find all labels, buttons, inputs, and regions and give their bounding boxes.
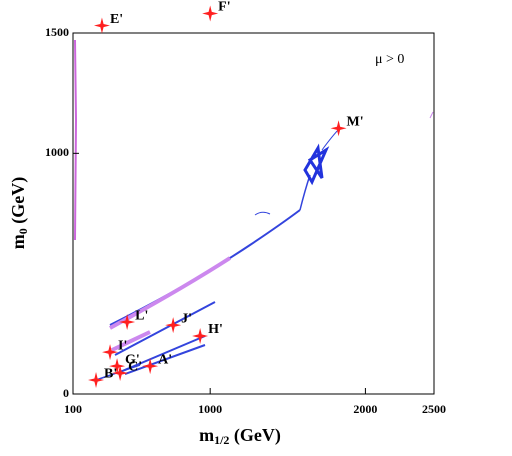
annotation: μ > 0 xyxy=(375,52,404,67)
point-label: J' xyxy=(181,311,192,326)
x-label-main: m xyxy=(199,425,214,445)
point xyxy=(330,120,347,137)
y-label-main: m xyxy=(8,234,28,249)
point-label: A' xyxy=(158,352,172,367)
point-label: G' xyxy=(125,352,140,367)
point-label: L' xyxy=(135,308,148,323)
x-tick-label: 1000 xyxy=(198,402,222,416)
y-tick-label: 1000 xyxy=(45,145,69,159)
point-label: B' xyxy=(104,366,117,381)
point xyxy=(102,344,119,361)
point xyxy=(109,358,126,375)
x-label-unit: (GeV) xyxy=(229,425,280,446)
point xyxy=(192,327,209,344)
y-axis-label: m0 (GeV) xyxy=(8,177,30,249)
point xyxy=(202,5,219,22)
point-label: F' xyxy=(218,0,230,15)
point xyxy=(119,314,136,331)
contours xyxy=(74,39,434,381)
x-tick-label: 100 xyxy=(64,402,82,416)
x-axis-label: m1/2 (GeV) xyxy=(199,425,281,447)
point-label: C' xyxy=(128,359,142,374)
point xyxy=(142,358,159,375)
point-label: I' xyxy=(118,338,127,353)
plot-frame xyxy=(72,32,435,395)
point xyxy=(88,372,105,389)
y-label-sub: 0 xyxy=(16,228,30,234)
point xyxy=(165,317,182,334)
y-tick-label: 1500 xyxy=(45,25,69,39)
point xyxy=(112,365,129,382)
x-label-sub: 1/2 xyxy=(214,433,229,447)
point-label: H' xyxy=(208,322,223,337)
point-label: E' xyxy=(110,12,123,27)
x-tick-label: 2500 xyxy=(422,402,446,416)
x-tick-label: 2000 xyxy=(353,402,377,416)
y-tick-label: 0 xyxy=(63,386,69,400)
point-label: M' xyxy=(347,115,364,130)
y-label-unit: (GeV) xyxy=(8,177,29,228)
point xyxy=(93,17,110,34)
